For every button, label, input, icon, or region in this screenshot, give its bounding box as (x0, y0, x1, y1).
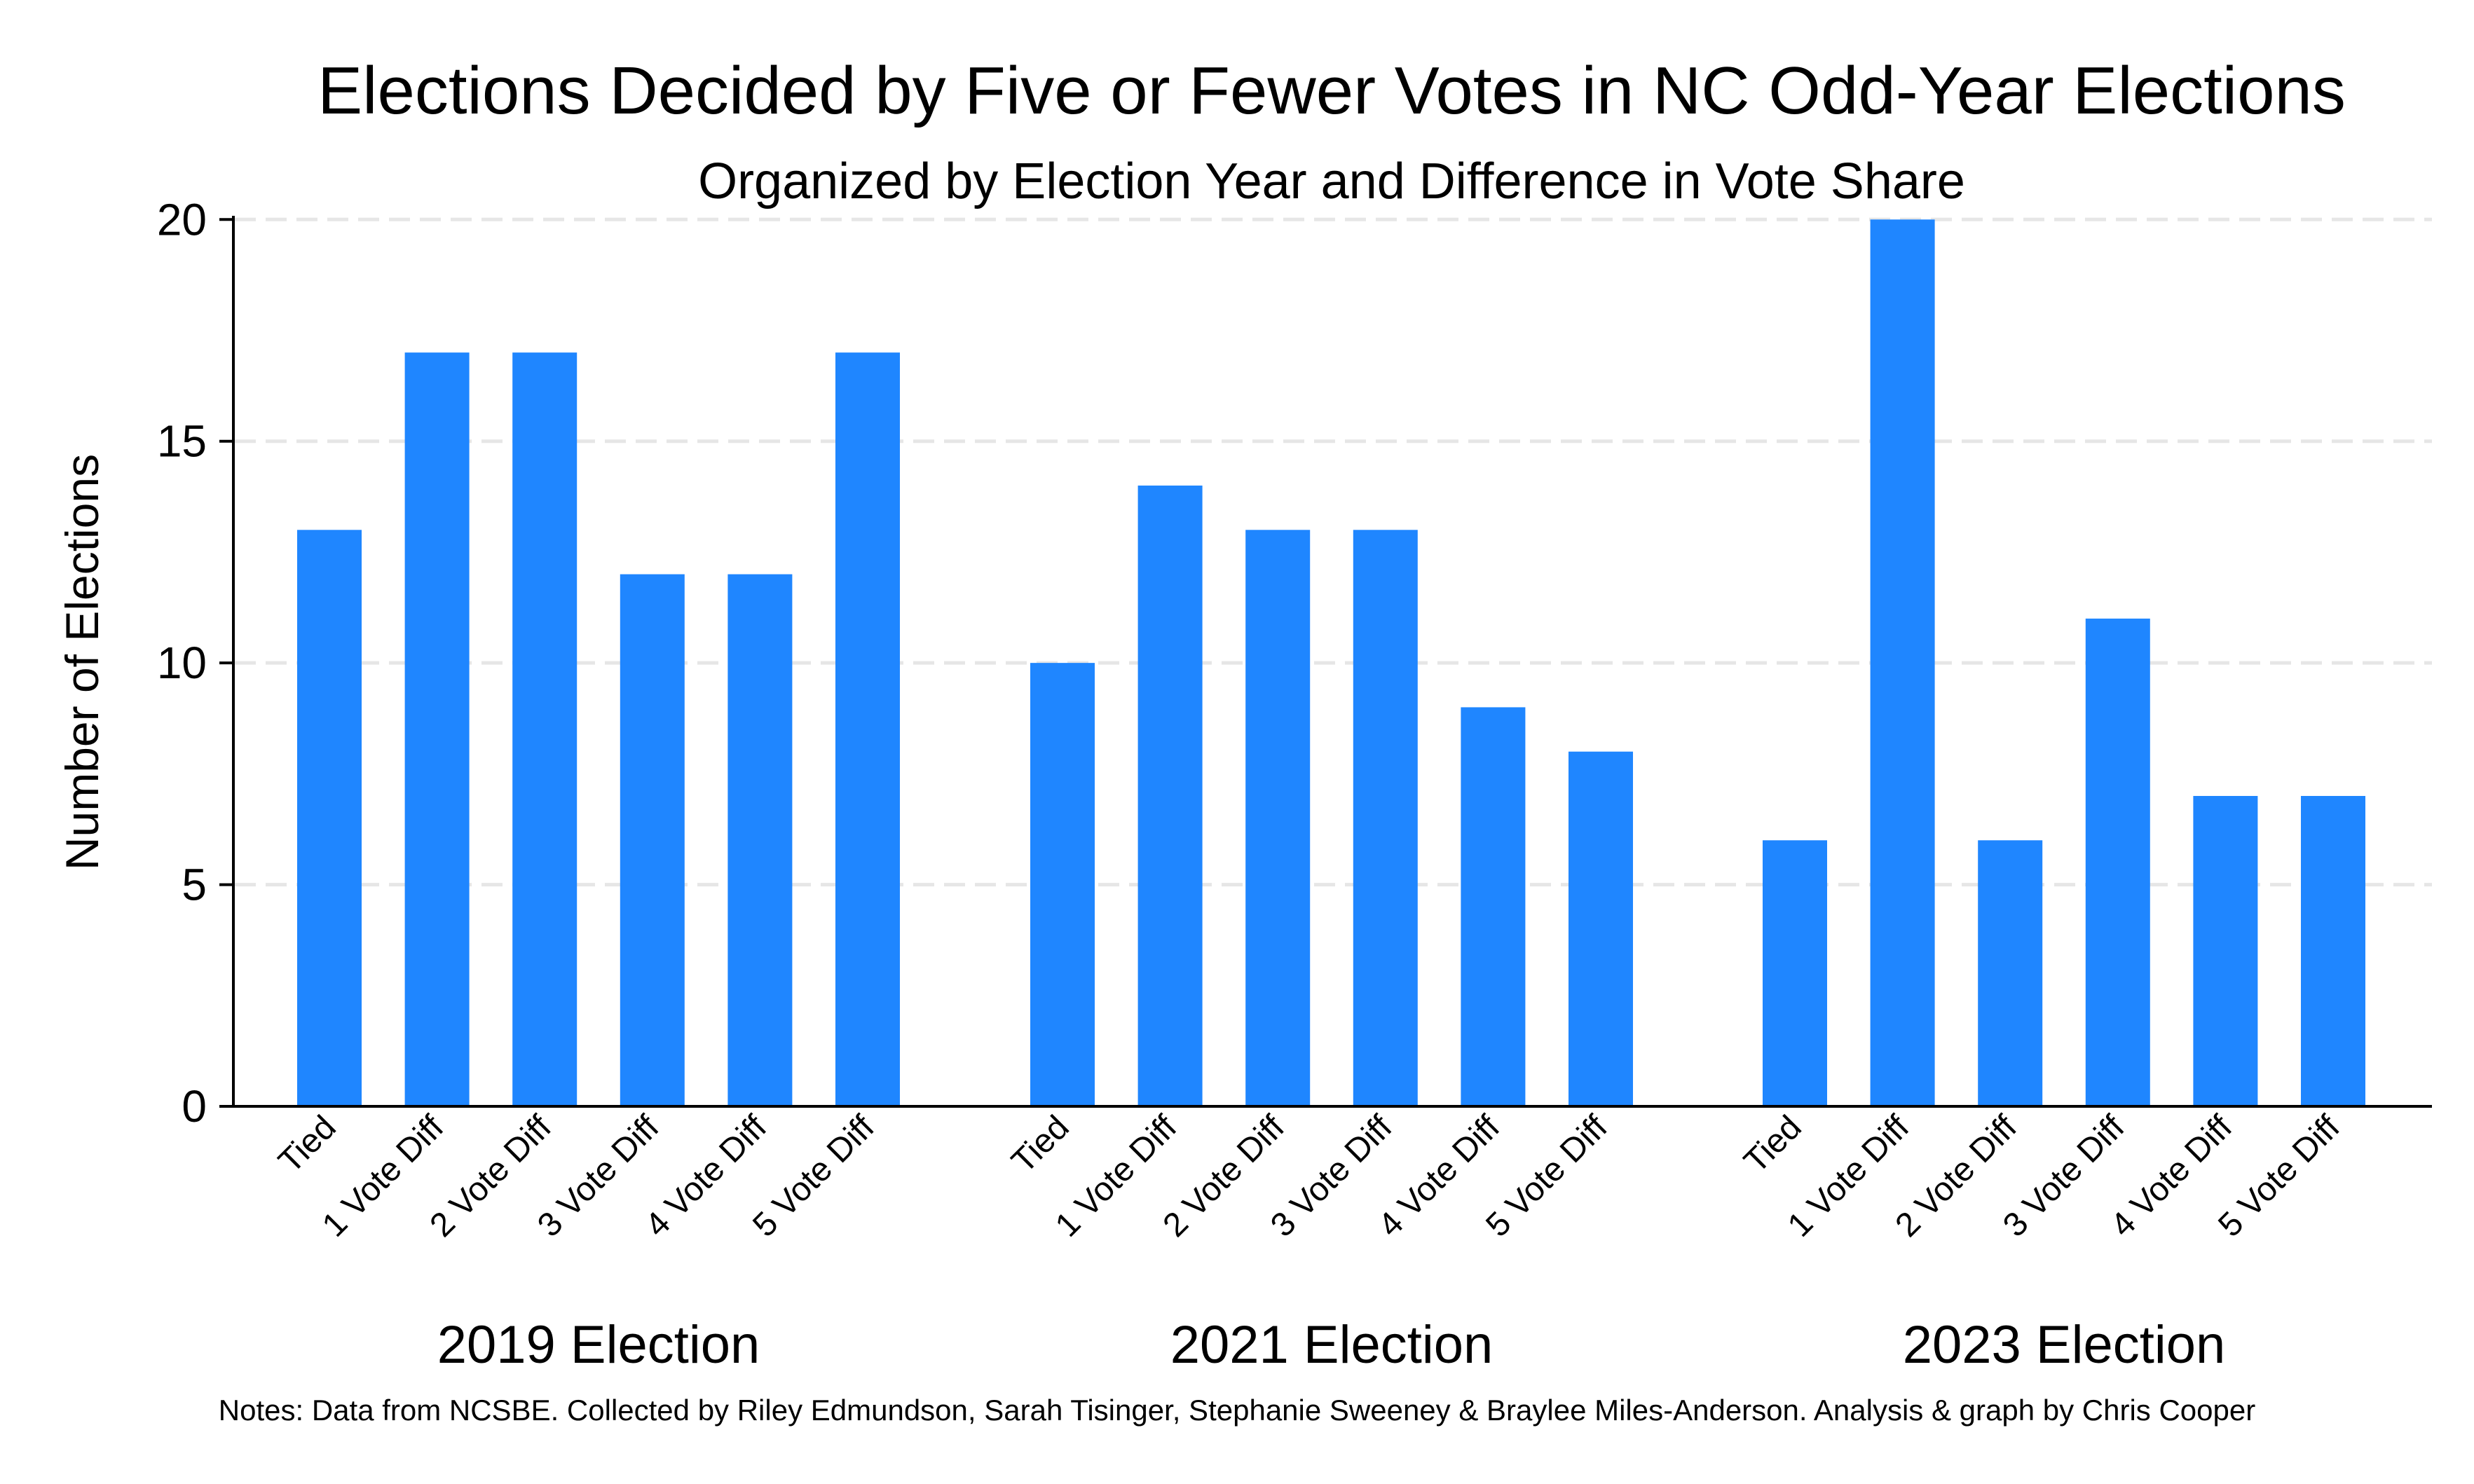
bar (2301, 796, 2365, 1106)
bar (1030, 663, 1095, 1106)
y-tick-label: 5 (182, 860, 207, 910)
bar (2193, 796, 2258, 1106)
group-label: 2019 Election (437, 1315, 760, 1375)
x-tick-label: Tied (272, 1108, 343, 1180)
bars (297, 219, 2365, 1107)
chart-title: Elections Decided by Five or Fewer Votes… (317, 53, 2346, 128)
bar (1569, 751, 1633, 1106)
y-axis-label: Number of Elections (56, 454, 108, 870)
x-tick-label: Tied (1737, 1108, 1809, 1180)
x-tick-label: Tied (1005, 1108, 1077, 1180)
bar (1353, 530, 1418, 1106)
bar (1870, 219, 1935, 1107)
bar (404, 352, 470, 1107)
group-label: 2023 Election (1903, 1315, 2226, 1375)
bar (1978, 840, 2043, 1106)
bar (2085, 618, 2150, 1106)
bar (1137, 486, 1203, 1106)
y-tick-label: 10 (157, 638, 207, 688)
axes (219, 216, 2432, 1108)
bar (297, 530, 362, 1106)
bar (727, 574, 793, 1106)
bar (1461, 707, 1526, 1106)
chart-note: Notes: Data from NCSBE. Collected by Ril… (219, 1394, 2255, 1427)
group-label: 2021 Election (1170, 1315, 1494, 1375)
bar (835, 352, 900, 1107)
y-tick-label: 15 (157, 416, 207, 467)
y-tick-label: 0 (182, 1081, 207, 1132)
gridlines (235, 217, 2432, 887)
bar (620, 574, 685, 1106)
chart-subtitle: Organized by Election Year and Differenc… (698, 153, 1965, 209)
bar (1763, 840, 1827, 1106)
bar (512, 352, 578, 1107)
y-tick-label: 20 (157, 194, 207, 245)
bar (1245, 530, 1311, 1106)
